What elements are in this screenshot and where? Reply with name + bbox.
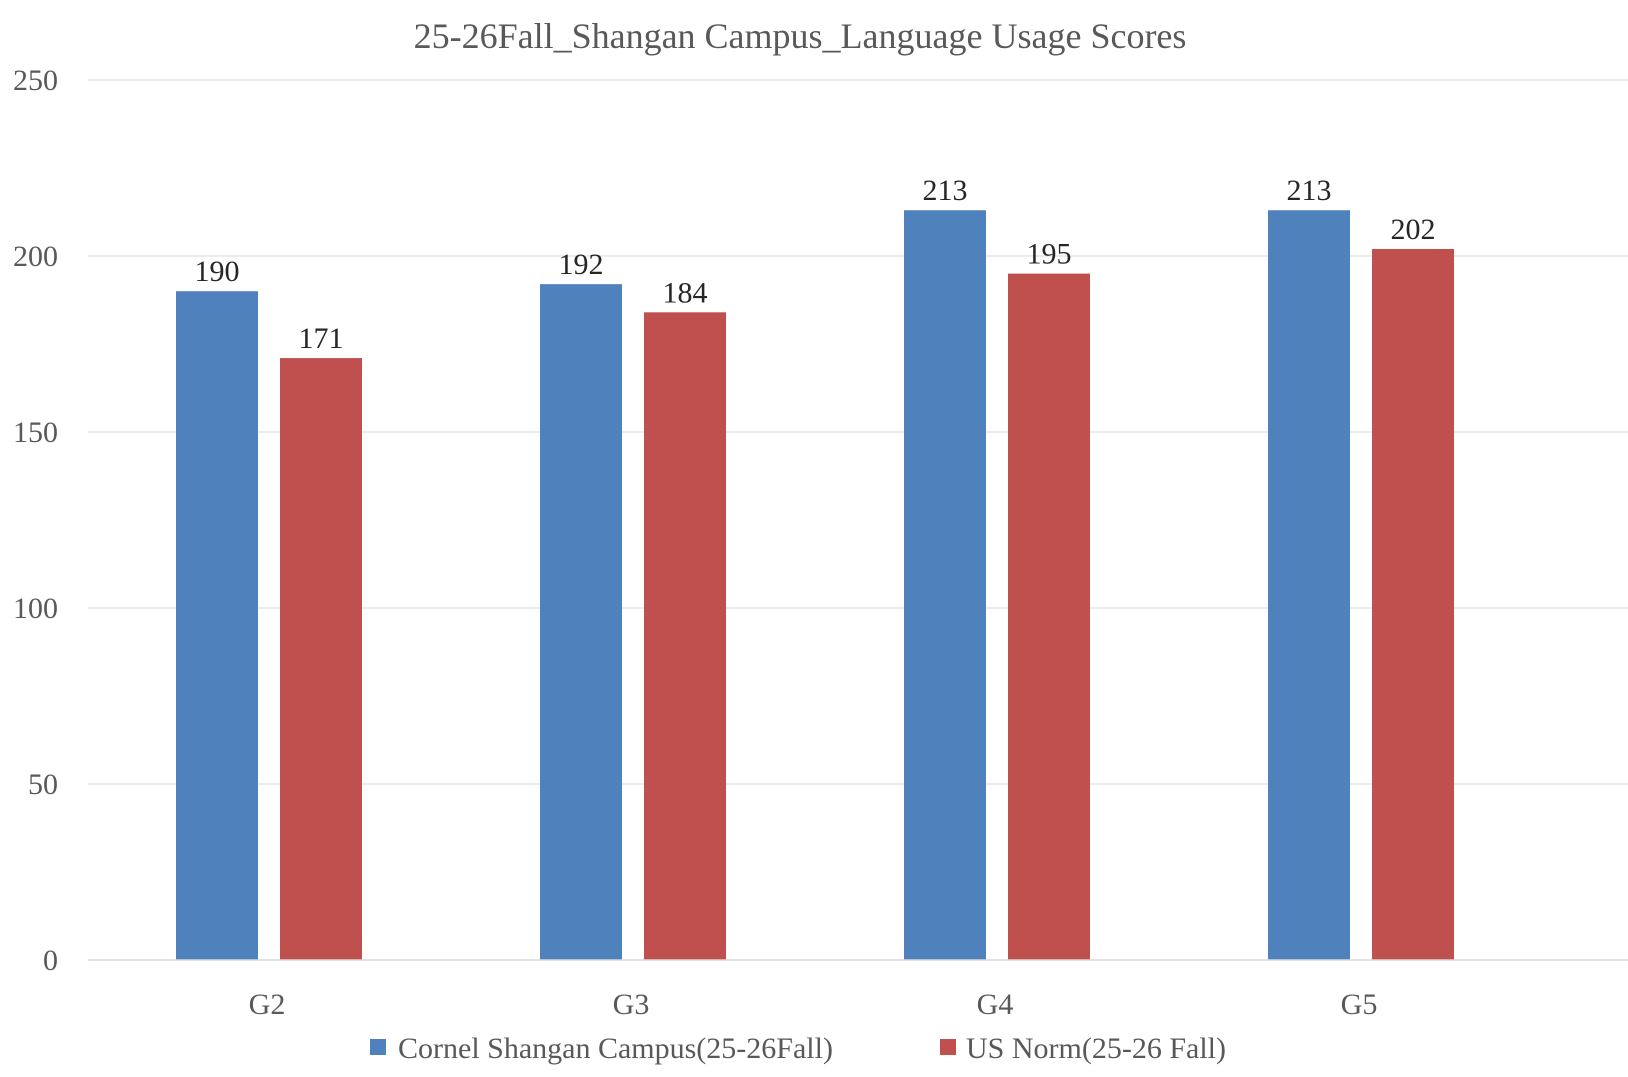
y-tick-label: 0 [43, 944, 58, 977]
legend-swatch [940, 1039, 956, 1055]
bar-g5-series-1 [1268, 210, 1350, 961]
y-axis-ticks: 0 50 100 150 200 250 [13, 64, 58, 977]
y-tick-label: 150 [13, 416, 58, 449]
data-labels: 190 171 192 184 213 195 213 202 [195, 174, 1436, 355]
bar-g4-series-2 [1008, 273, 1090, 961]
legend-swatch [370, 1039, 386, 1055]
x-category-label: G5 [1341, 988, 1378, 1021]
y-tick-label: 50 [28, 768, 58, 801]
x-category-label: G4 [977, 988, 1014, 1021]
bar-g3-series-1 [540, 284, 622, 960]
bar-g2-series-1 [176, 291, 258, 960]
chart-title: 25-26Fall_Shangan Campus_Language Usage … [414, 16, 1187, 56]
y-tick-label: 100 [13, 592, 58, 625]
bar-g3-series-2 [644, 312, 726, 960]
bar-g2-series-2 [280, 358, 362, 961]
x-category-label: G2 [249, 988, 286, 1021]
data-label: 190 [195, 255, 240, 288]
bar-g4-series-1 [904, 210, 986, 961]
legend: Cornel Shangan Campus(25-26Fall) US Norm(… [370, 1032, 1226, 1065]
bars [176, 210, 1454, 961]
legend-label: Cornel Shangan Campus(25-26Fall) [398, 1032, 833, 1065]
x-category-label: G3 [613, 988, 650, 1021]
data-label: 213 [923, 174, 968, 207]
data-label: 202 [1391, 213, 1436, 246]
data-label: 184 [663, 276, 708, 309]
y-tick-label: 250 [13, 64, 58, 97]
x-axis-categories: G2 G3 G4 G5 [249, 988, 1378, 1021]
legend-label: US Norm(25-26 Fall) [966, 1032, 1226, 1065]
data-label: 195 [1027, 238, 1072, 271]
data-label: 213 [1287, 174, 1332, 207]
data-label: 171 [299, 322, 344, 355]
bar-g5-series-2 [1372, 248, 1454, 960]
data-label: 192 [559, 248, 604, 281]
y-tick-label: 200 [13, 240, 58, 273]
